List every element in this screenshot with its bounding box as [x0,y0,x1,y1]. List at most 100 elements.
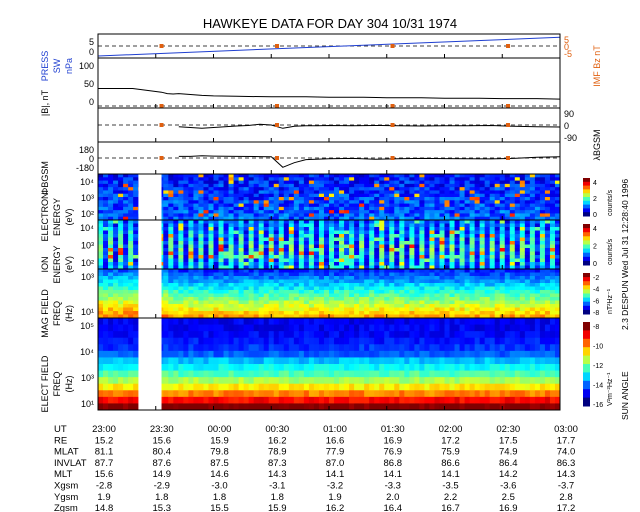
electron-spectrogram-cell [374,216,380,221]
electron-spectrogram-cell [484,177,491,181]
mag-field-spectrogram-cell [354,293,360,298]
mag-field-spectrogram-cell [313,304,320,308]
electron-spectrogram-cell [514,177,521,181]
ion-spectrogram-cell [233,223,240,228]
electron-spectrogram-cell [318,203,325,208]
ion-spectrogram-cell [258,223,265,228]
electron-spectrogram-cell [514,174,521,178]
elect-field-spectrogram-cell [213,377,219,385]
mag-field-spectrogram-cell [399,290,405,294]
ion-spectrogram-cell [243,227,250,231]
ion-spectrogram-cell [308,237,315,242]
electron-spectrogram-cell [424,200,430,204]
mag-field-spectrogram-cell [298,269,305,273]
elect-field-spectrogram-cell [293,370,300,378]
elect-field-spectrogram-cell [429,337,435,345]
ion-spectrogram-cell [253,258,260,263]
mag-field-spectrogram-cell [444,297,450,301]
electron-spectrogram-cell [464,193,471,198]
ion-spectrogram-cell [173,248,179,252]
electron-spectrogram-cell [439,183,445,188]
elect-field-spectrogram-cell [329,337,335,345]
ion-spectrogram-cell [384,244,390,249]
ion-spectrogram-cell [379,227,385,231]
ion-spectrogram-cell [409,237,415,242]
ion-spectrogram-cell [514,255,521,259]
mag-field-spectrogram-cell [439,283,445,287]
electron-spectrogram-cell [208,206,214,211]
electron-spectrogram-cell [243,200,250,204]
ion-spectrogram-cell [268,258,275,263]
elect-field-spectrogram-cell [303,377,310,385]
electron-spectrogram-cell [514,190,521,195]
ion-spectrogram-cell [278,230,285,235]
ion-spectrogram-cell [509,237,516,242]
ion-spectrogram-cell [449,234,455,238]
electron-spectrogram-cell [308,210,315,214]
ion-spectrogram-cell [384,258,390,263]
mag-field-spectrogram-cell [108,297,114,301]
electron-spectrogram-cell [374,203,380,208]
elect-field-spectrogram-cell [404,350,410,358]
mag-field-spectrogram-cell [263,283,270,287]
mag-field-spectrogram-cell [113,307,119,312]
mag-field-spectrogram-colorbar-tick: -8 [593,310,599,317]
electron-spectrogram-cell [238,206,245,211]
mag-field-spectrogram-cell [449,269,455,273]
mag-field-spectrogram-cell [183,297,189,301]
mag-field-spectrogram-cell [474,269,481,273]
mag-field-spectrogram-cell [374,286,380,291]
mag-field-spectrogram-cell [329,314,335,319]
mag-field-spectrogram-cell [334,269,340,273]
ion-spectrogram-cell [108,230,114,235]
electron-spectrogram-cell [223,187,229,191]
ion-spectrogram-cell [349,262,355,266]
ion-spectrogram-cell [198,234,204,238]
electron-spectrogram-cell [178,210,184,214]
electron-spectrogram-cell [534,200,541,204]
mag-field-spectrogram-cell [233,290,240,294]
mag-field-spectrogram-cell [288,276,295,280]
electron-spectrogram-cell [549,174,556,178]
mag-field-spectrogram-cell [113,269,119,273]
press-imf-series-0 [97,36,561,57]
electron-spectrogram-cell [208,210,214,214]
electron-spectrogram-cell [128,180,134,185]
elect-field-spectrogram-cell [298,403,305,411]
ion-spectrogram-cell [273,251,280,256]
ion-spectrogram-cell [389,234,395,238]
elect-field-spectrogram-cell [364,390,370,398]
mag-field-spectrogram-cell [394,300,400,305]
elect-field-spectrogram-cell [263,331,270,339]
mag-field-spectrogram-cell [273,290,280,294]
mag-field-spectrogram-cell [499,272,506,277]
ion-spectrogram-cell [529,255,536,259]
elect-field-spectrogram-cell [218,377,224,385]
elect-field-spectrogram-cell [233,344,240,352]
mag-field-spectrogram-cell [524,276,531,280]
mag-field-spectrogram-cell [173,311,179,315]
ion-spectrogram-cell [323,227,330,231]
electron-spectrogram-cell [188,216,194,221]
elect-field-spectrogram-cell [218,396,224,404]
ion-spectrogram-cell [439,220,445,224]
elect-field-spectrogram-cell [414,390,420,398]
electron-spectrogram-cell [489,206,496,211]
mag-field-spectrogram-cell [123,300,129,305]
electron-spectrogram-cell [208,187,214,191]
ion-spectrogram-cell [339,262,345,266]
mag-field-spectrogram-cell [168,290,174,294]
ion-spectrogram-cell [434,265,440,270]
mag-field-spectrogram-cell [318,311,325,315]
mag-field-spectrogram-cell [444,286,450,291]
elect-field-spectrogram-cell [334,370,340,378]
ion-spectrogram-cell [434,223,440,228]
ion-spectrogram-cell [494,223,501,228]
ion-spectrogram-cell [98,244,104,249]
electron-spectrogram-cell [374,187,380,191]
ion-spectrogram-cell [339,258,345,263]
electron-spectrogram-cell [454,190,460,195]
ion-spectrogram-cell [394,255,400,259]
mag-field-spectrogram-cell [193,283,199,287]
mag-field-spectrogram-cell [514,290,521,294]
